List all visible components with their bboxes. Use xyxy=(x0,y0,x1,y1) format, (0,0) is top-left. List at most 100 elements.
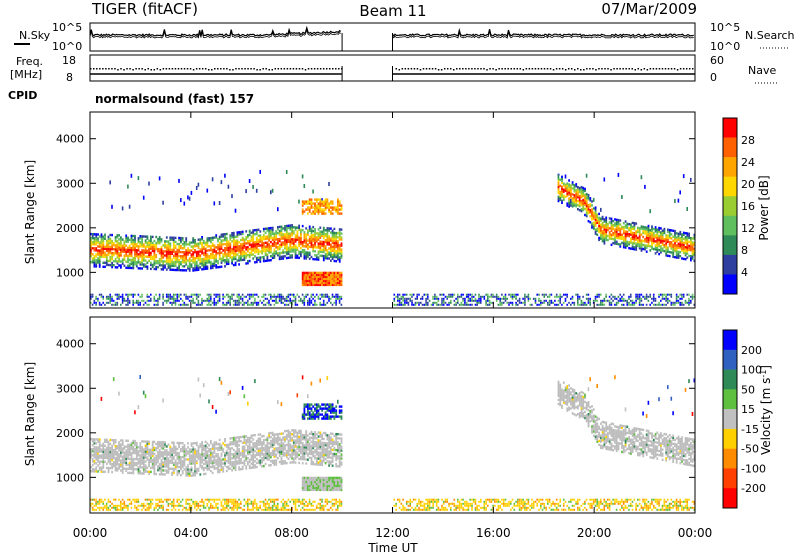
freq-point xyxy=(549,68,552,70)
cell xyxy=(665,252,668,255)
cell xyxy=(167,463,170,466)
cell xyxy=(128,250,131,254)
cell xyxy=(614,224,616,227)
cell xyxy=(225,301,228,304)
cell xyxy=(615,230,618,233)
cell xyxy=(218,295,221,298)
cell xyxy=(148,239,150,242)
cell xyxy=(185,293,187,296)
cell xyxy=(631,243,634,247)
freq-label: Freq. xyxy=(16,55,43,68)
cell xyxy=(285,295,288,298)
cell xyxy=(667,297,669,300)
cell xyxy=(98,456,101,459)
cell xyxy=(303,237,306,240)
cell xyxy=(582,206,585,210)
cell xyxy=(93,462,96,465)
cell xyxy=(319,236,322,239)
cell xyxy=(688,240,690,244)
cell xyxy=(183,257,186,260)
cell xyxy=(128,451,131,455)
cell xyxy=(319,244,322,247)
cell xyxy=(213,256,216,259)
cell xyxy=(118,238,120,241)
cell xyxy=(206,188,209,193)
cell xyxy=(557,197,560,201)
cell xyxy=(123,447,126,450)
cell xyxy=(185,498,187,501)
cell xyxy=(238,231,240,234)
cell xyxy=(180,466,182,469)
cell xyxy=(172,293,175,296)
cell xyxy=(262,293,265,296)
cell xyxy=(134,441,136,445)
cell xyxy=(197,266,200,269)
cell xyxy=(201,242,203,245)
cell xyxy=(102,301,104,304)
cell xyxy=(282,255,285,258)
cell xyxy=(285,299,288,302)
cell xyxy=(315,210,318,213)
cell xyxy=(555,295,558,298)
cell xyxy=(612,231,615,235)
cell xyxy=(321,240,323,244)
cell xyxy=(98,498,101,501)
cell xyxy=(150,267,152,271)
cell xyxy=(285,236,288,240)
cell xyxy=(183,293,186,296)
cell xyxy=(273,254,276,257)
cell xyxy=(139,448,142,451)
cell xyxy=(305,253,308,256)
cell xyxy=(515,293,517,296)
cell xyxy=(185,269,188,272)
cell xyxy=(109,299,111,302)
cell xyxy=(335,277,338,281)
cell xyxy=(118,465,120,468)
cell xyxy=(282,301,284,304)
freq-point xyxy=(670,68,673,70)
cell xyxy=(172,295,175,298)
cell xyxy=(259,169,261,174)
cell xyxy=(633,303,636,306)
cell xyxy=(185,506,187,509)
cell xyxy=(188,498,191,501)
cell xyxy=(121,447,124,450)
cell xyxy=(160,461,163,464)
cell xyxy=(178,459,180,463)
cell xyxy=(504,295,507,298)
cell xyxy=(104,470,106,473)
cell xyxy=(270,234,272,238)
cell xyxy=(213,246,216,249)
cell xyxy=(690,295,692,298)
cell xyxy=(151,247,154,251)
cell xyxy=(172,498,175,501)
cell xyxy=(236,231,239,234)
cell xyxy=(183,448,186,451)
cell xyxy=(208,293,210,296)
freq-point xyxy=(401,68,404,70)
cell xyxy=(261,238,263,241)
cell xyxy=(670,243,673,246)
cell xyxy=(105,450,108,454)
cell xyxy=(107,498,110,501)
cell xyxy=(638,239,641,242)
cell xyxy=(197,301,200,304)
cell xyxy=(195,469,198,473)
cell xyxy=(338,252,341,255)
cell xyxy=(97,458,99,461)
cell xyxy=(693,243,696,247)
cell xyxy=(621,233,623,236)
cell xyxy=(98,460,101,463)
cell xyxy=(448,301,450,304)
cell xyxy=(164,266,166,269)
cell xyxy=(151,255,154,259)
cell xyxy=(322,204,325,207)
cell xyxy=(210,252,212,256)
cell xyxy=(262,249,265,253)
cell xyxy=(340,283,343,287)
cell xyxy=(524,303,526,306)
cell xyxy=(217,260,219,263)
cell xyxy=(188,472,191,475)
cell xyxy=(601,223,604,227)
cell xyxy=(169,455,172,458)
